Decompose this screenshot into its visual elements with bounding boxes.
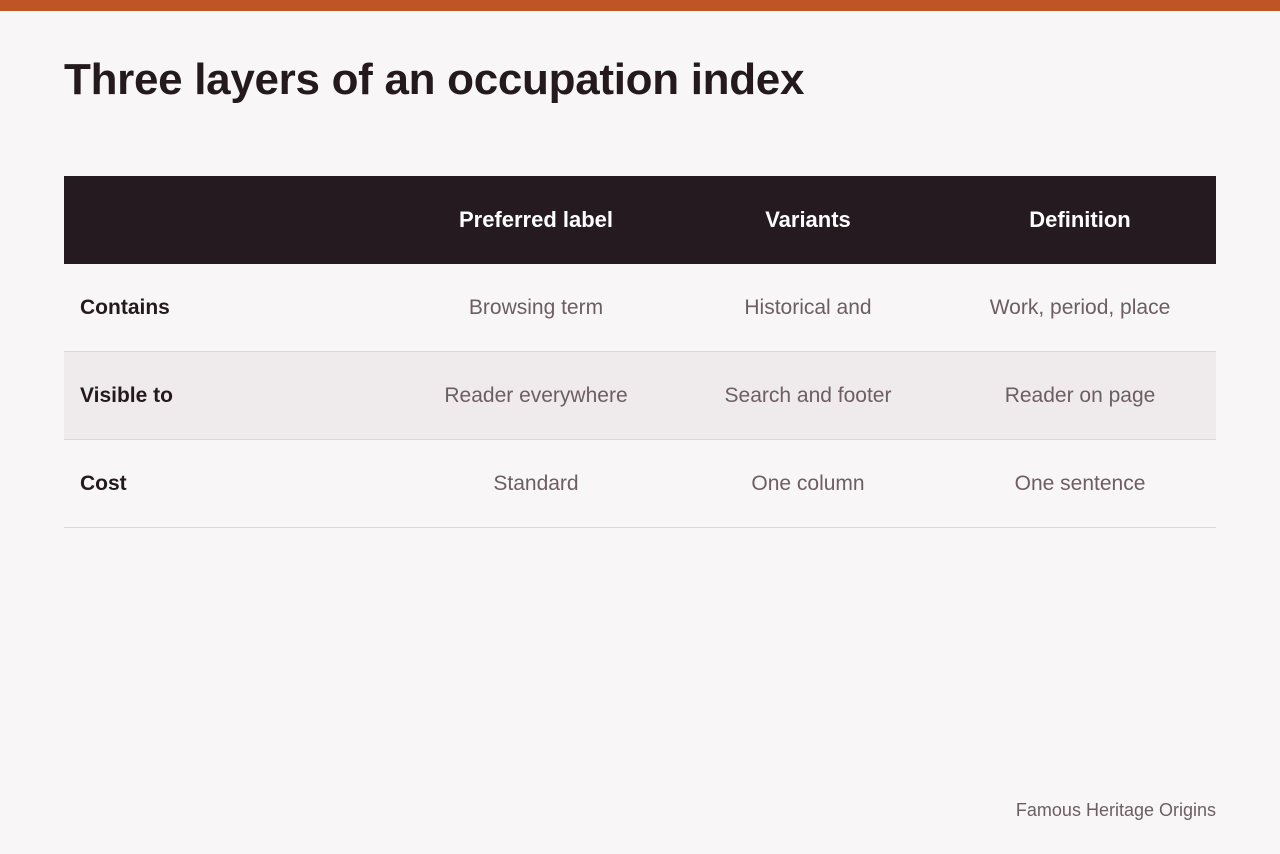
- row-label: Cost: [80, 471, 127, 495]
- header-cell-preferred-label: Preferred label: [458, 207, 614, 232]
- table-cell: One column: [751, 471, 865, 495]
- header-cell-variants: Variants: [765, 207, 851, 232]
- top-accent-bar: [0, 0, 1280, 11]
- table-cell: Work, period, place: [989, 295, 1171, 319]
- table-cell: Reader everywhere: [444, 383, 628, 407]
- table-cell: Standard: [493, 471, 579, 495]
- footer-credit: Famous Heritage Origins: [1015, 800, 1216, 820]
- page-title: Three layers of an occupation index: [64, 55, 805, 104]
- table-row-contains: Contains Browsing term Historical and Wo…: [64, 264, 1216, 352]
- row-label: Visible to: [80, 383, 173, 407]
- table-row-cost: Cost Standard One column One sentence: [64, 440, 1216, 528]
- table-cell: One sentence: [1014, 471, 1146, 495]
- row-label: Contains: [80, 295, 170, 319]
- table-cell: Reader on page: [1004, 383, 1156, 407]
- header-cell-definition: Definition: [1029, 207, 1131, 232]
- table-cell: Historical and: [744, 295, 872, 319]
- comparison-table: Preferred label Variants Definition Cont…: [64, 176, 1216, 528]
- table-cell: Browsing term: [468, 295, 604, 319]
- table-row-visible-to: Visible to Reader everywhere Search and …: [64, 352, 1216, 440]
- table-header-row: Preferred label Variants Definition: [64, 176, 1216, 264]
- table-cell: Search and footer: [724, 383, 892, 407]
